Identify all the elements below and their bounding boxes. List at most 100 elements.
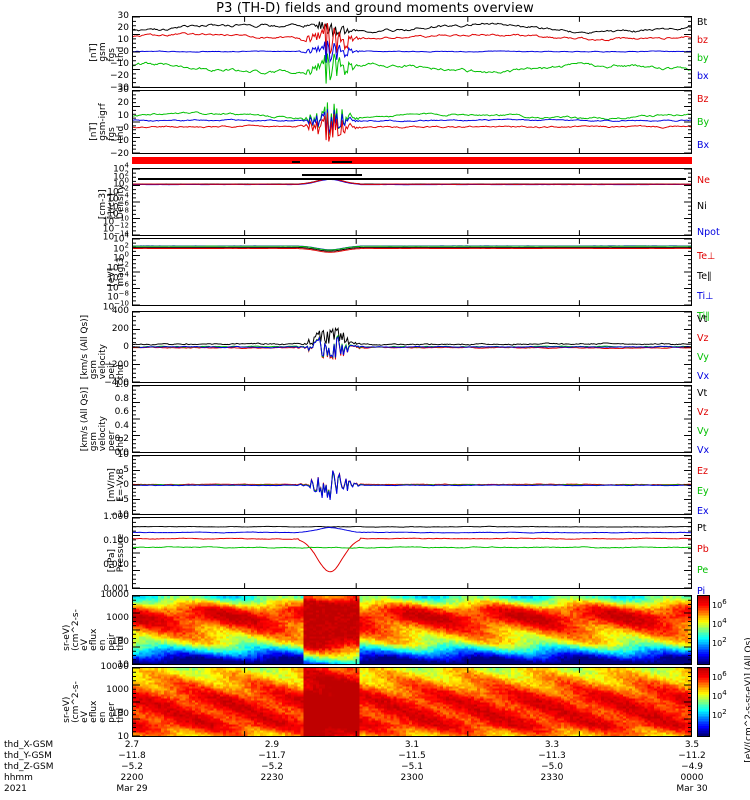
xaxis-value: 3.1 xyxy=(404,740,420,750)
y-tick-label: 0.8 xyxy=(114,393,129,404)
colorbar-tick: 104 xyxy=(712,689,727,701)
colorbar-tick: 102 xyxy=(712,636,727,648)
y-tick-label: 1000 xyxy=(106,613,129,624)
legend-efield-Ex: Ex xyxy=(697,506,709,517)
y-tick-label: 10−8 xyxy=(107,289,129,303)
y-tick-label: 10−2 xyxy=(107,260,129,274)
y-tick-label: 0 xyxy=(123,342,129,352)
y-tick-label: 10 xyxy=(117,110,129,121)
y-tick-label: −5 xyxy=(115,495,129,505)
y-tick-label: 10 xyxy=(117,660,129,670)
legend-pressure-Pt: Pt xyxy=(697,523,707,534)
colorbar-tick: 102 xyxy=(712,708,727,720)
y-tick-label: 10 xyxy=(117,732,129,742)
xaxis-value: −11.2 xyxy=(678,751,706,761)
y-tick-label: 102 xyxy=(113,241,129,255)
y-tick-label: 1000 xyxy=(106,685,129,696)
legend-density-Npot: Npot xyxy=(697,227,720,238)
y-tick-label: 0.2 xyxy=(114,434,129,445)
xaxis-value: 2200 xyxy=(120,773,144,783)
y-tick-label: 100 xyxy=(111,636,129,647)
xaxis-value: 0000 xyxy=(680,773,704,783)
y-tick-label: −20 xyxy=(110,149,129,159)
y-tick-label: 30 xyxy=(117,85,129,95)
y-tick-label: 20 xyxy=(117,97,129,108)
xaxis-value: −5.2 xyxy=(261,762,283,772)
legend-fgs-gsm-Bt: Bt xyxy=(697,17,708,28)
y-tick-label: 0 xyxy=(123,480,129,490)
xaxis-value: −4.9 xyxy=(681,762,703,772)
panel-efield[interactable] xyxy=(132,455,692,515)
legend-peir-velocity-Vz: Vz xyxy=(697,333,709,344)
panel-peer-velocity[interactable] xyxy=(132,385,692,453)
panel-pressure[interactable] xyxy=(132,517,692,589)
y-tick-label: 10000 xyxy=(100,590,129,600)
legend-pressure-Pe: Pe xyxy=(697,565,709,576)
xaxis-value: −11.7 xyxy=(258,751,286,761)
xaxis-value: 2.7 xyxy=(124,740,140,750)
y-tick-label: 0.4 xyxy=(114,420,129,431)
y-tick-label: 100 xyxy=(113,176,129,190)
xaxis-value: −11.5 xyxy=(398,751,426,761)
legend-peer-velocity-Vt: Vt xyxy=(697,388,708,399)
y-tick-label: 100 xyxy=(113,250,129,264)
y-tick-label: −10 xyxy=(110,510,129,520)
xaxis-row-label: thd_Z-GSM xyxy=(4,762,54,772)
xaxis-value: 2330 xyxy=(540,773,564,783)
y-tick-label: 30 xyxy=(117,11,129,21)
y-tick-label: 20 xyxy=(117,23,129,33)
colorbar-peer xyxy=(697,667,710,737)
legend-magt3-Te∥: Te∥ xyxy=(697,271,712,282)
y-tick-label: −10 xyxy=(110,59,129,69)
y-tick-label: 1.000 xyxy=(103,512,129,522)
xaxis-value: −5.2 xyxy=(121,762,143,772)
legend-peir-velocity-Vt: Vt xyxy=(697,314,708,325)
legend-magt3-Ti∥: Ti∥ xyxy=(697,311,710,322)
legend-peir-velocity-Vx: Vx xyxy=(697,371,710,382)
y-tick-label: −400 xyxy=(104,378,129,388)
panel-fgs-gsm[interactable] xyxy=(132,16,692,88)
y-tick-label: 102 xyxy=(113,169,129,183)
legend-fgs-gsm-igrf-Bx: Bx xyxy=(697,140,710,151)
y-tick-label: 10 xyxy=(117,450,129,460)
panel-magt3[interactable] xyxy=(132,238,692,306)
legend-efield-Ez: Ez xyxy=(697,466,708,477)
xaxis-date: Mar 30 xyxy=(676,784,708,794)
y-tick-label: 0.6 xyxy=(114,407,129,418)
panel-peir-eflux[interactable] xyxy=(132,595,692,665)
legend-efield-Ey: Ey xyxy=(697,486,709,497)
y-tick-label: 0.0 xyxy=(114,448,129,458)
xaxis-value: −5.1 xyxy=(401,762,423,772)
xaxis-value: −11.8 xyxy=(118,751,146,761)
page-title: P3 (TH-D) fields and ground moments over… xyxy=(216,1,534,16)
y-tick-label: 0.100 xyxy=(103,536,129,546)
colorbar-tick: 104 xyxy=(712,617,727,629)
y-tick-label: 10−10 xyxy=(102,299,129,313)
legend-pressure-Pi: Pi xyxy=(697,586,706,597)
xaxis-row-label: hhmm xyxy=(4,773,33,783)
status-mark xyxy=(138,178,686,180)
legend-fgs-gsm-igrf-By: By xyxy=(697,117,710,128)
y-tick-label: 5 xyxy=(123,465,129,475)
y-tick-label: 10−6 xyxy=(107,199,129,213)
xaxis-row-label: 2021 xyxy=(4,784,27,794)
legend-magt3-Te⊥: Te⊥ xyxy=(697,251,716,262)
status-mark xyxy=(302,174,362,176)
y-tick-label: 0.010 xyxy=(103,560,129,570)
y-tick-label: 10−8 xyxy=(107,206,129,220)
y-tick-label: −200 xyxy=(104,360,129,370)
xaxis-value: 3.5 xyxy=(684,740,700,750)
y-tick-label: −30 xyxy=(110,83,129,93)
xaxis-value: 2300 xyxy=(400,773,424,783)
panel-fgs-gsm-igrf[interactable] xyxy=(132,90,692,154)
panel-peer-eflux[interactable] xyxy=(132,667,692,737)
y-tick-label: 10−12 xyxy=(102,221,129,235)
axis-title-line: thd xyxy=(116,125,126,141)
y-tick-label: −10 xyxy=(110,136,129,147)
panel-peir-velocity[interactable] xyxy=(132,311,692,383)
xaxis-value: −5.0 xyxy=(541,762,563,772)
y-tick-label: 10−4 xyxy=(107,191,129,205)
xaxis-row-label: thd_Y-GSM xyxy=(4,751,52,761)
y-tick-label: 104 xyxy=(113,231,129,245)
